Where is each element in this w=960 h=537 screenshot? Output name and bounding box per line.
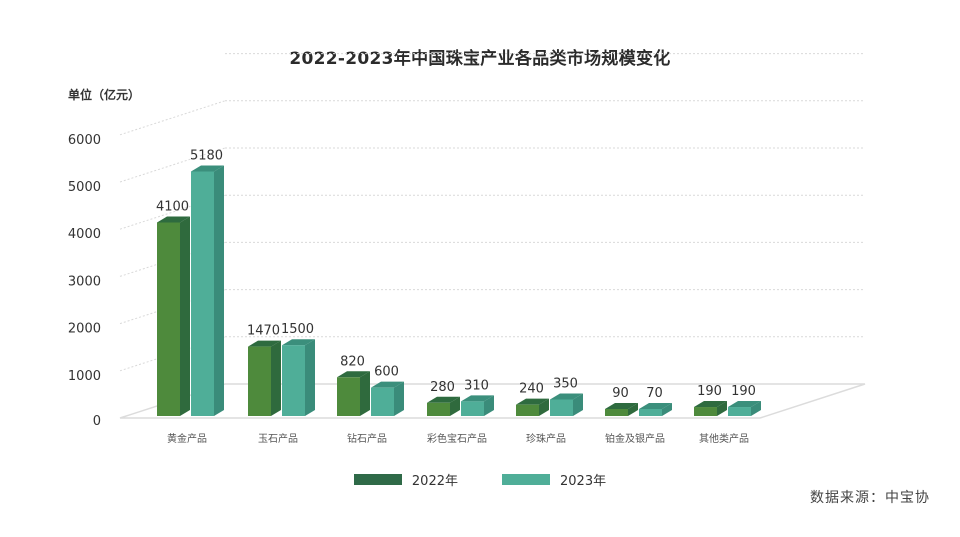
value-label: 190 [697,384,722,399]
x-axis-categories: 黄金产品 玉石产品 钻石产品 彩色宝石产品 珍珠产品 铂金及银产品 其他类产品 [167,432,749,445]
value-label: 280 [430,380,455,395]
legend-label-2022: 2022年 [411,474,458,489]
x-category-label: 其他类产品 [699,432,749,445]
y-tick-label: 0 [93,414,101,429]
value-label: 240 [519,382,544,397]
legend-swatch-2022 [353,474,402,485]
bar-2022-1[interactable] [248,340,281,416]
x-category-label: 钻石产品 [347,432,387,445]
bar-2023-4[interactable] [550,393,583,416]
x-category-label: 铂金及银产品 [605,432,665,445]
x-category-label: 彩色宝石产品 [427,432,487,445]
y-tick-label: 1000 [68,369,101,384]
value-label: 190 [731,384,756,399]
grid-lines [119,53,866,419]
legend-swatch-2023 [502,474,550,485]
y-axis-ticks: 0 1000 2000 3000 4000 5000 6000 [68,133,101,429]
y-axis-unit-label: 单位（亿元） [68,88,141,102]
bar-2023-1[interactable] [282,339,315,416]
bar-2022-5[interactable] [605,403,638,416]
y-tick-label: 5000 [68,180,101,195]
bars [157,165,761,416]
x-category-label: 黄金产品 [167,432,207,445]
legend-label-2023: 2023年 [560,474,607,489]
value-label: 5180 [190,149,223,164]
value-label: 600 [374,365,399,380]
y-tick-label: 3000 [68,274,101,289]
legend-item-2023[interactable]: 2023年 [502,470,606,489]
bar-2023-2[interactable] [371,381,404,416]
value-label: 1470 [247,324,280,339]
y-tick-label: 4000 [68,227,101,242]
legend-item-2022[interactable]: 2022年 [353,470,458,489]
value-label: 820 [340,354,365,369]
value-label: 90 [612,386,629,401]
bar-2023-3[interactable] [461,395,494,416]
value-label: 350 [553,376,578,391]
bar-2023-0[interactable] [191,165,224,416]
value-label: 310 [464,378,489,393]
chart-title: 2022-2023年中国珠宝产业各品类市场规模变化 [289,49,671,69]
bar-2022-4[interactable] [516,398,549,416]
bar-2022-6[interactable] [694,401,727,416]
x-category-label: 珍珠产品 [526,432,566,445]
value-labels: 4100 5180 1470 1500 820 600 280 310 240 350 90 70 19… [156,149,756,401]
bar-2023-6[interactable] [728,401,761,416]
y-tick-label: 2000 [68,322,101,337]
y-tick-label: 6000 [68,133,101,148]
bar-2022-0[interactable] [157,216,190,416]
bar-2022-3[interactable] [427,396,460,416]
value-label: 1500 [281,322,314,337]
x-category-label: 玉石产品 [258,432,298,445]
bar-2022-2[interactable] [337,371,370,416]
value-label: 70 [646,386,663,401]
data-source-note: 数据来源：中宝协 [810,490,930,506]
value-label: 4100 [156,199,189,214]
bar-2023-5[interactable] [639,403,672,416]
legend: 2022年 2023年 [0,470,960,489]
